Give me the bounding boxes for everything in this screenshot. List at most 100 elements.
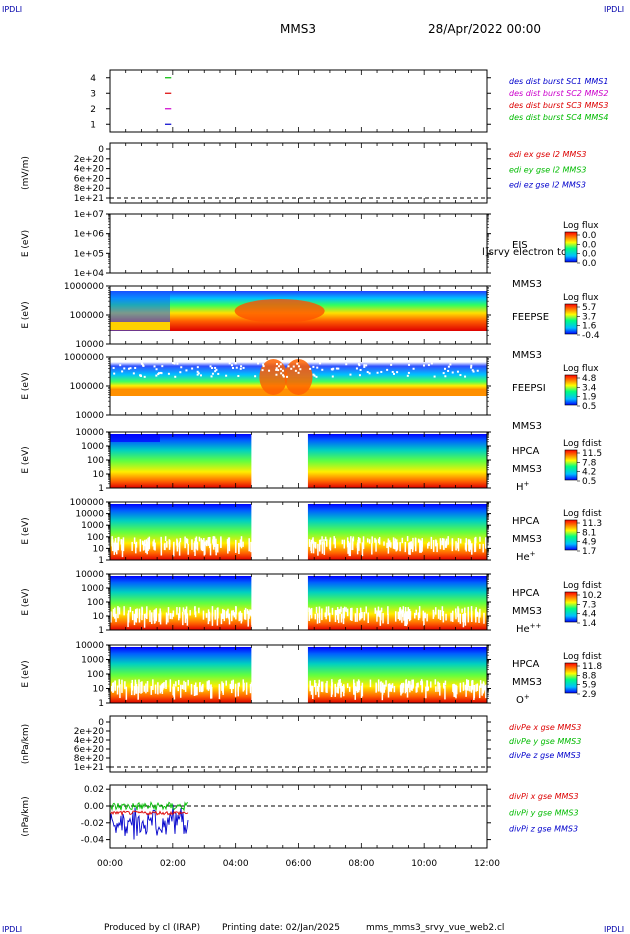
spectrogram-noise-dot bbox=[447, 536, 449, 545]
spectrogram-band bbox=[110, 434, 160, 442]
spectrogram-noise-dot bbox=[334, 610, 337, 623]
series-y-line bbox=[109, 801, 189, 812]
y-axis-label: E (eV) bbox=[21, 230, 31, 257]
y-tick-label: 10 bbox=[93, 544, 105, 554]
spectrogram-noise-dot bbox=[173, 362, 176, 365]
spectrogram-noise-dot bbox=[427, 543, 429, 549]
y-tick-label: 1000 bbox=[81, 521, 104, 531]
spectrogram-noise-dot bbox=[471, 680, 474, 687]
spectrogram-noise-dot bbox=[138, 684, 140, 694]
spectrogram-noise-dot bbox=[175, 681, 177, 687]
spectrogram-noise-dot bbox=[421, 681, 424, 691]
spectrogram-noise-dot bbox=[452, 684, 454, 692]
spectrogram-noise-dot bbox=[407, 680, 410, 686]
spectrogram-noise-dot bbox=[122, 537, 125, 552]
panel-eis: 1e+04 1e+05 1e+06 1e+07 E (eV) EIS MMS3 l]srvy … bbox=[21, 210, 599, 290]
spectrogram-noise-dot bbox=[112, 608, 115, 616]
spectrogram-noise-dot bbox=[325, 612, 327, 620]
spectrogram-noise-dot bbox=[396, 542, 399, 550]
spectrogram-noise-dot bbox=[309, 680, 311, 692]
y-tick-label: 10000 bbox=[75, 428, 104, 438]
spectrogram-noise-dot bbox=[245, 682, 248, 695]
colorbar-tick-label: 0.0 bbox=[582, 240, 597, 250]
spectrogram-noise-dot bbox=[310, 685, 313, 695]
spectrogram-noise-dot bbox=[294, 369, 297, 372]
spectrogram-noise-dot bbox=[113, 542, 116, 555]
legend-entry: edi ey gse l2 MMS3 bbox=[509, 165, 587, 174]
spectrogram-noise-dot bbox=[471, 369, 474, 372]
spectrogram-noise-dot bbox=[155, 368, 158, 371]
spectrogram-fill-after-gap bbox=[307, 504, 487, 560]
spectrogram-noise-dot bbox=[467, 679, 470, 687]
spectrogram-noise-dot bbox=[473, 685, 476, 699]
spectrogram-noise-dot bbox=[146, 606, 148, 619]
spectrogram-noise-dot bbox=[406, 536, 409, 542]
spectrogram-noise-dot bbox=[176, 362, 179, 365]
spectrogram-noise-dot bbox=[204, 541, 206, 555]
spectrogram-noise-dot bbox=[202, 683, 204, 692]
spectrogram-noise-dot bbox=[380, 370, 383, 373]
spectrogram-noise-dot bbox=[153, 539, 155, 550]
spectrogram-band bbox=[110, 322, 170, 330]
spectrogram-noise-dot bbox=[117, 607, 119, 619]
x-tick-label: 00:00 bbox=[97, 859, 123, 869]
spectrogram-noise-dot bbox=[172, 362, 175, 365]
spectrogram-noise-dot bbox=[196, 542, 199, 551]
spectrogram-noise-dot bbox=[314, 542, 316, 548]
spectrogram-noise-dot bbox=[316, 366, 319, 369]
spectrogram-noise-dot bbox=[153, 365, 156, 368]
panel-frame bbox=[109, 69, 488, 133]
spectrogram-noise-dot bbox=[459, 613, 462, 624]
spectrogram-noise-dot bbox=[393, 685, 396, 693]
x-tick-label: 12:00 bbox=[474, 859, 500, 869]
spectrogram-noise-dot bbox=[464, 613, 467, 626]
spectrogram-noise-dot bbox=[172, 610, 175, 617]
spectrogram-noise-dot bbox=[343, 686, 345, 693]
spectrogram-noise-dot bbox=[211, 613, 213, 620]
spectrogram-noise-dot bbox=[350, 608, 352, 614]
spectrogram-noise-dot bbox=[476, 683, 479, 691]
spectrogram-noise-dot bbox=[391, 370, 394, 373]
spectrogram-noise-dot bbox=[159, 608, 161, 621]
spectrogram-noise-dot bbox=[454, 684, 457, 698]
spectrogram-noise-dot bbox=[184, 608, 187, 623]
spectrogram-noise-dot bbox=[346, 683, 349, 689]
spectrogram-noise-dot bbox=[459, 374, 462, 377]
spectrogram-noise-dot bbox=[183, 680, 185, 690]
spectrogram-noise-dot bbox=[467, 606, 469, 617]
y-tick-label: 1 bbox=[98, 699, 104, 709]
spectrogram-noise-dot bbox=[154, 542, 156, 551]
spectrogram-noise-dot bbox=[261, 369, 264, 372]
spectrogram-noise-dot bbox=[321, 681, 324, 693]
spectrogram-noise-dot bbox=[388, 540, 391, 547]
spectrogram-noise-dot bbox=[162, 683, 164, 691]
spectrogram-noise-dot bbox=[202, 610, 205, 620]
spectrogram-noise-dot bbox=[481, 683, 483, 696]
spectrogram-noise-dot bbox=[195, 536, 198, 545]
instrument-label: HPCA bbox=[512, 588, 540, 599]
spectrogram-noise-dot bbox=[275, 363, 278, 366]
spectrogram-noise-dot bbox=[415, 609, 418, 616]
spectrogram-noise-dot bbox=[361, 542, 364, 557]
spectrogram-noise-dot bbox=[143, 375, 146, 378]
spectrogram-noise-dot bbox=[129, 367, 132, 370]
spectrogram-noise-dot bbox=[329, 537, 332, 551]
spectrogram-noise-dot bbox=[247, 610, 250, 616]
spectrogram-noise-dot bbox=[176, 607, 178, 615]
spectrogram-noise-dot bbox=[244, 607, 247, 620]
spacecraft-label: MMS3 bbox=[512, 606, 542, 617]
spectrogram-noise-dot bbox=[388, 685, 391, 690]
colorbar-tick-label: 3.4 bbox=[582, 383, 597, 393]
spectrogram-noise-dot bbox=[325, 609, 328, 614]
colorbar-tick-label: 5.9 bbox=[582, 681, 597, 691]
spectrogram-noise-dot bbox=[418, 606, 421, 619]
spectrogram-noise-dot bbox=[112, 682, 115, 693]
spectrogram-noise-dot bbox=[357, 539, 359, 546]
panel-hpca_hepp: 1 10 100 1000 10000 E (eV) HPCA MMS3 He++ Log fdi… bbox=[21, 570, 602, 636]
spectrogram-noise-dot bbox=[437, 609, 440, 619]
spectrogram-noise-dot bbox=[346, 608, 349, 617]
spectrogram-noise-dot bbox=[483, 682, 485, 692]
colorbar-tick-label: 7.3 bbox=[582, 600, 596, 610]
spectrogram-noise-dot bbox=[248, 538, 250, 552]
spectrogram-noise-dot bbox=[250, 609, 252, 617]
